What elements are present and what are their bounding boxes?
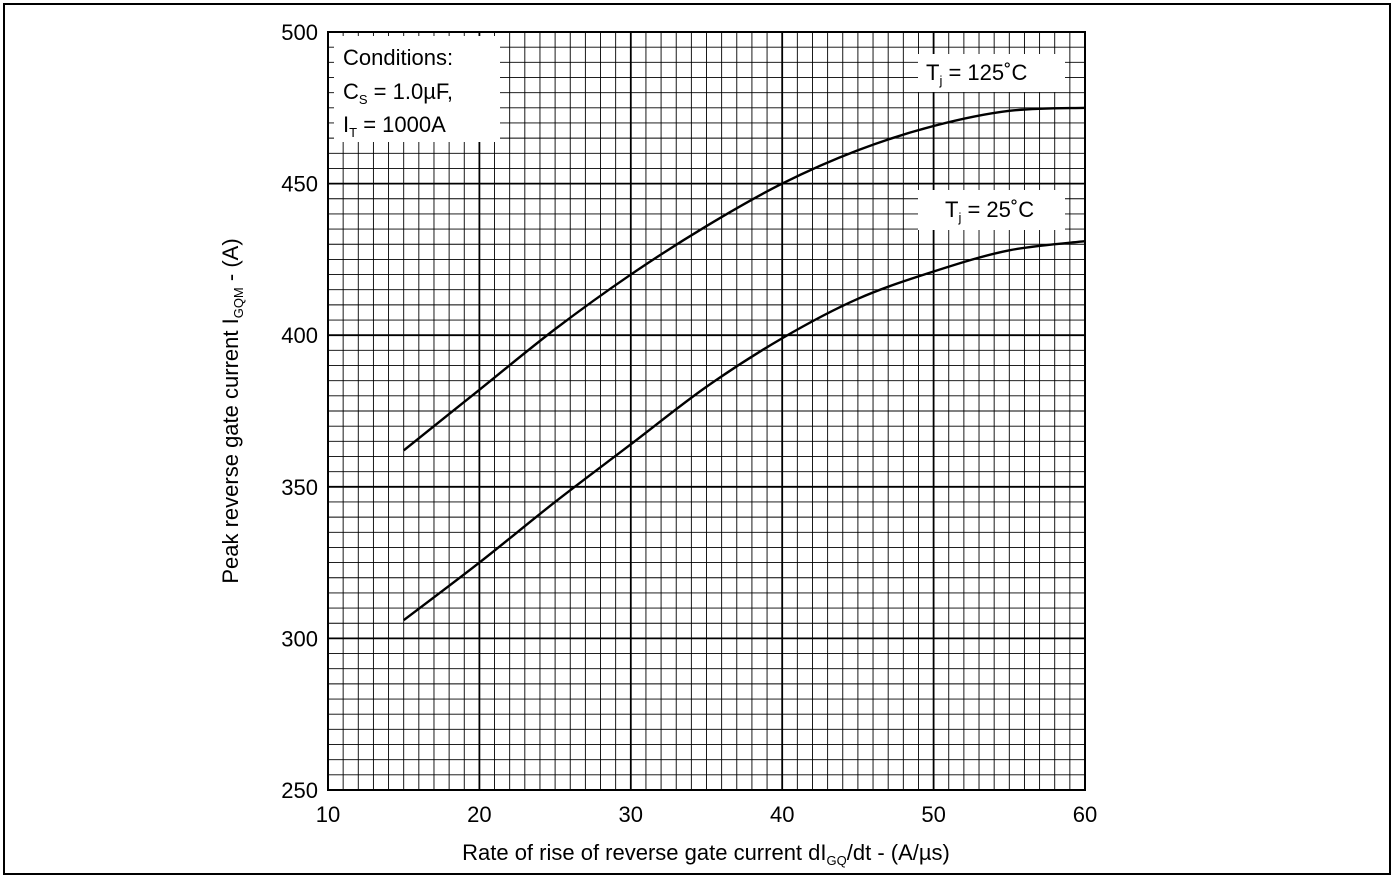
y-tick-label: 500 <box>281 20 318 45</box>
x-tick-label: 20 <box>467 802 491 827</box>
major-grid <box>327 31 1086 791</box>
x-tick-label: 50 <box>921 802 945 827</box>
x-tick-label: 60 <box>1073 802 1097 827</box>
x-tick-label: 30 <box>619 802 643 827</box>
series-label-25: Tj = 25˚C <box>945 197 1034 225</box>
series-label-bg-125 <box>918 54 1065 92</box>
y-tick-label: 250 <box>281 778 318 803</box>
series-label-125: Tj = 125˚C <box>926 60 1027 88</box>
series-line-tj-25 <box>402 240 1086 622</box>
plot-border <box>327 31 1086 791</box>
y-tick-label: 450 <box>281 172 318 197</box>
tick-labels: 10 20 30 40 50 60 250 300 350 400 450 500 <box>281 20 1097 827</box>
x-tick-label: 40 <box>770 802 794 827</box>
y-tick-label: 400 <box>281 323 318 348</box>
y-tick-label: 300 <box>281 626 318 651</box>
series-lines <box>402 106 1086 622</box>
y-tick-label: 350 <box>281 475 318 500</box>
x-tick-label: 10 <box>316 802 340 827</box>
y-axis-label: Peak reverse gate current IGQM - (A) <box>218 238 246 583</box>
conditions-it: IT = 1000A <box>343 112 446 140</box>
chart-frame <box>3 3 1391 875</box>
conditions-title: Conditions: <box>343 45 453 70</box>
conditions-box <box>334 36 500 142</box>
series-label-bg-25 <box>918 190 1065 230</box>
series-line-tj-125 <box>402 106 1086 452</box>
conditions-cs: CS = 1.0µF, <box>343 79 453 107</box>
minor-grid <box>327 31 1086 791</box>
x-axis-label: Rate of rise of reverse gate current dIG… <box>462 840 950 868</box>
